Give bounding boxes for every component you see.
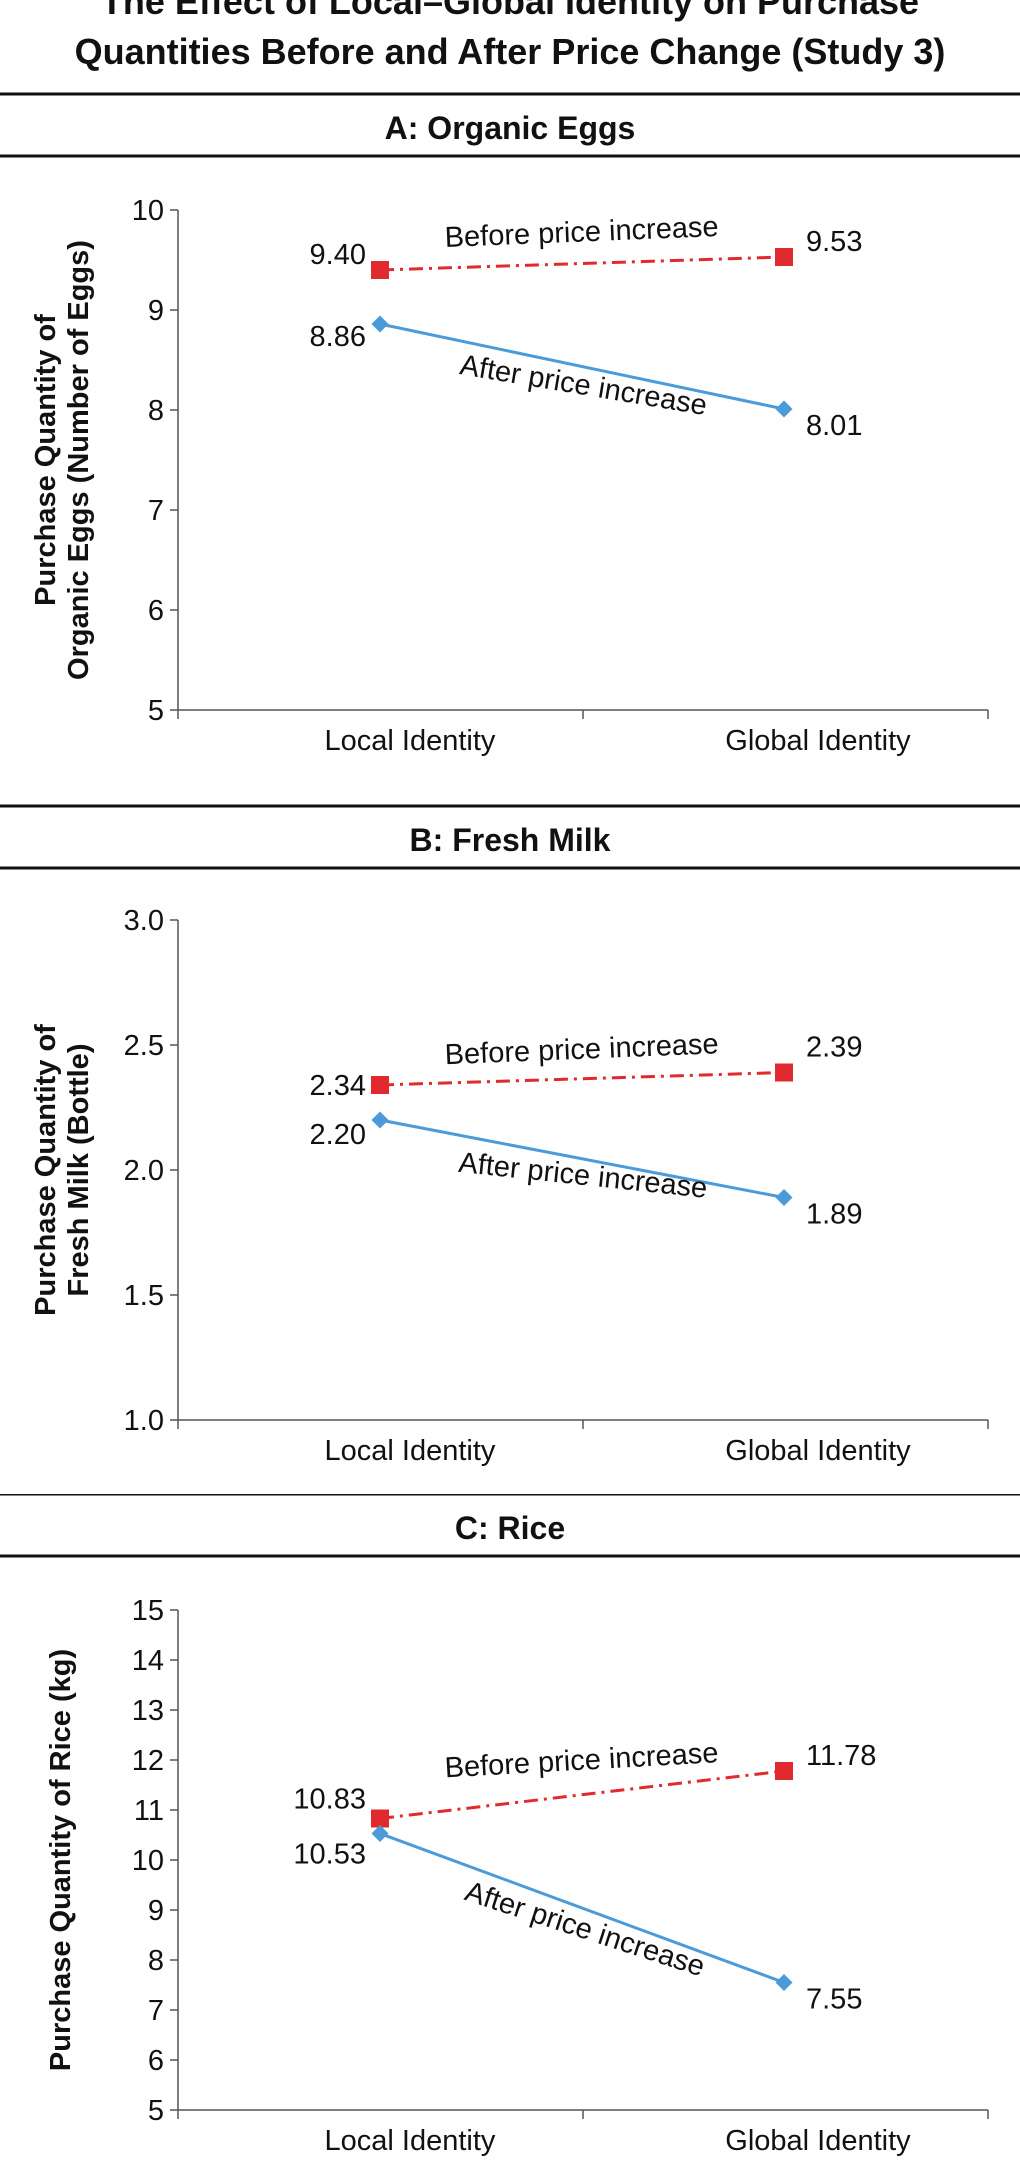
chart-2-series-1-line — [379, 1071, 785, 1087]
chart-3-series-2-line — [379, 1832, 785, 1984]
chart-2-y-tick-label: 2.5 — [124, 1030, 164, 1062]
chart-3-y-tick-label: 10 — [132, 1845, 164, 1877]
chart-3-panel-title: C: Rice — [455, 1510, 565, 1546]
chart-3-y-tick-label: 12 — [132, 1745, 164, 1777]
chart-1-y-tick-label: 8 — [148, 395, 164, 427]
chart-3-series-2-value-label: 7.55 — [806, 1984, 862, 2016]
figure-title-line-2: Quantities Before and After Price Change… — [74, 31, 946, 72]
chart-1-series-2-name-label: After price increase — [458, 349, 710, 422]
chart-3-y-tick-label: 6 — [148, 2045, 164, 2077]
chart-1-series-2-line — [379, 322, 785, 411]
chart-3-y-tick-label: 7 — [148, 1995, 164, 2027]
chart-1-series-1-marker — [775, 248, 793, 266]
chart-1-y-tick-label: 9 — [148, 295, 164, 327]
chart-3-series-2-value-label: 10.53 — [293, 1839, 366, 1871]
chart-1-series-2-marker — [371, 315, 389, 333]
chart-2-series-1-value-label: 2.34 — [310, 1070, 366, 1102]
chart-3-series-1-marker — [371, 1809, 389, 1828]
chart-3-y-tick-label: 13 — [132, 1695, 164, 1727]
chart-3-category-label: Global Identity — [725, 2125, 911, 2157]
chart-3-y-axis-label: Purchase Quantity of Rice (kg) — [45, 1649, 77, 2071]
chart-1-y-tick-label: 6 — [148, 595, 164, 627]
chart-2-y-axis-label: Fresh Milk (Bottle) — [63, 1044, 95, 1297]
chart-2-y-tick-label: 3.0 — [124, 905, 164, 937]
chart-3-series-1-name-label: Before price increase — [444, 1737, 719, 1784]
chart-1-series-1-line — [379, 255, 785, 272]
chart-2-series-1-name-label: Before price increase — [444, 1028, 719, 1071]
chart-1-category-label: Global Identity — [725, 725, 911, 757]
chart-3-series-1-value-label: 11.78 — [806, 1740, 876, 1772]
chart-1-series-2-value-label: 8.86 — [310, 321, 366, 353]
chart-2-category-label: Global Identity — [725, 1435, 911, 1467]
chart-3-y-tick-label: 15 — [132, 1595, 164, 1627]
chart-2-series-1-value-label: 2.39 — [806, 1032, 862, 1064]
chart-2-y-tick-label: 1.5 — [124, 1280, 164, 1312]
chart-1-series-1-value-label: 9.53 — [806, 226, 862, 258]
chart-3-series-2-marker — [371, 1825, 389, 1842]
chart-1-series-2-marker — [775, 400, 793, 418]
chart-2-y-tick-label: 2.0 — [124, 1155, 164, 1187]
chart-3-series-2-marker — [775, 1974, 793, 1991]
chart-3-category-label: Local Identity — [325, 2125, 496, 2157]
chart-1-y-tick-label: 5 — [148, 695, 164, 727]
chart-2-series-2-value-label: 2.20 — [310, 1119, 366, 1151]
chart-2-panel-title: B: Fresh Milk — [410, 822, 611, 858]
chart-2-series-2-marker — [775, 1189, 793, 1206]
panel-b-fresh-milk-chart: B: Fresh Milk 1.0 1.5 2.0 2.5 3.0 Local Identi… — [0, 804, 1020, 1467]
chart-1-series-2-value-label: 8.01 — [806, 410, 862, 442]
figure-title-line-1: The Effect of Local–Global Identity on P… — [100, 0, 920, 22]
chart-1-y-axis-label: Organic Eggs (Number of Eggs) — [63, 240, 95, 680]
chart-3-series-2-name-label: After price increase — [461, 1876, 708, 1984]
chart-2-series-2-marker — [371, 1111, 389, 1129]
chart-2-category-label: Local Identity — [325, 1435, 496, 1467]
chart-1-series-1-marker — [371, 261, 389, 279]
panel-a-organic-eggs-chart: A: Organic Eggs 5 6 7 8 9 10 Local Identity Glob… — [0, 92, 1020, 757]
chart-1-y-tick-label: 10 — [132, 195, 164, 227]
chart-1-y-tick-label: 7 — [148, 495, 164, 527]
chart-2-series-2-name-label: After price increase — [457, 1147, 709, 1205]
chart-3-y-tick-label: 9 — [148, 1895, 164, 1927]
chart-2-y-tick-label: 1.0 — [124, 1405, 164, 1437]
chart-1-category-label: Local Identity — [325, 725, 496, 757]
chart-3-y-tick-label: 14 — [132, 1645, 164, 1677]
chart-3-series-1-value-label: 10.83 — [293, 1784, 366, 1816]
chart-1-y-axis-label: Purchase Quantity of — [30, 314, 62, 606]
chart-1-panel-title: A: Organic Eggs — [385, 110, 636, 146]
chart-1-series-1-name-label: Before price increase — [444, 211, 719, 254]
chart-3-y-tick-label: 11 — [134, 1795, 164, 1827]
chart-3-y-tick-label: 5 — [148, 2095, 164, 2127]
chart-3-y-tick-label: 8 — [148, 1945, 164, 1977]
chart-1-series-1-value-label: 9.40 — [310, 239, 366, 271]
chart-2-series-2-value-label: 1.89 — [806, 1199, 862, 1231]
panel-c-rice-chart: C: Rice 5 6 7 8 9 10 11 12 13 14 15 Local Identity Gl… — [0, 1494, 1020, 2157]
chart-3-series-1-line — [379, 1769, 785, 1820]
chart-2-y-axis-label: Purchase Quantity of — [30, 1024, 62, 1316]
chart-2-series-1-marker — [371, 1076, 389, 1094]
chart-2-series-2-line — [379, 1118, 785, 1199]
chart-3-series-1-marker — [775, 1762, 793, 1780]
chart-2-series-1-marker — [775, 1063, 793, 1082]
